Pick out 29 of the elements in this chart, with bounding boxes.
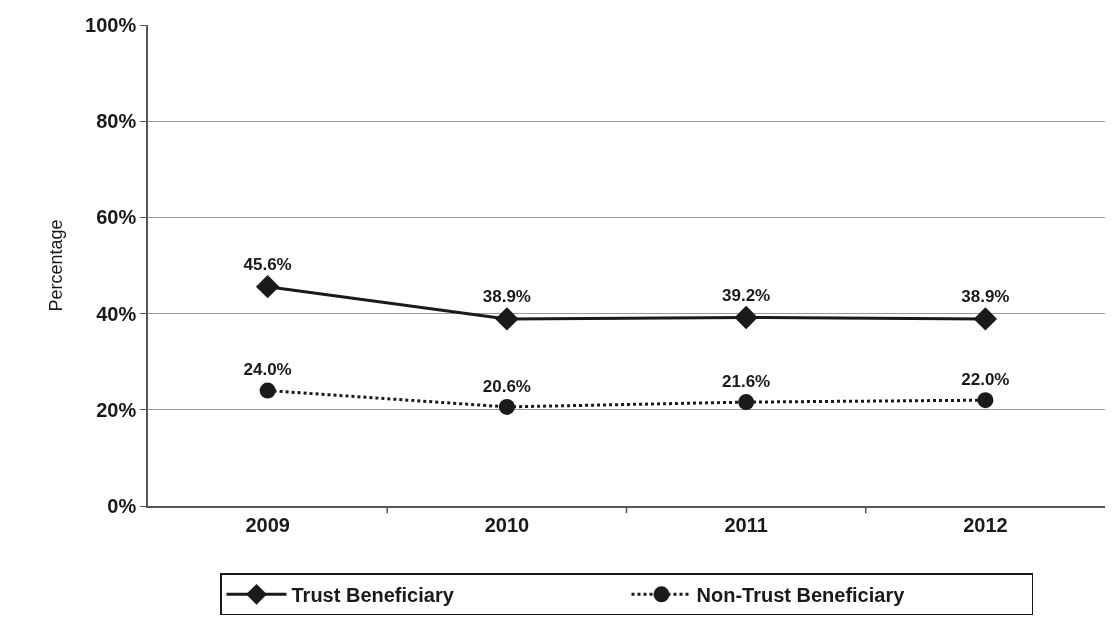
data-label: 45.6% <box>243 255 292 275</box>
y-tick-label: 80% <box>96 110 137 133</box>
x-tick-label: 2011 <box>724 513 768 536</box>
point <box>259 382 276 399</box>
x-tick-label: 2010 <box>484 513 530 536</box>
legend-label: Non-Trust Beneficiary <box>696 584 906 607</box>
y-tick-label: 60% <box>96 206 137 229</box>
y-tick-label: 0% <box>107 495 137 517</box>
data-label: 38.9% <box>482 287 531 307</box>
data-label: 39.2% <box>722 285 771 305</box>
y-tick-label: 20% <box>96 398 137 421</box>
data-label: 22.0% <box>961 369 1010 389</box>
data-label: 38.9% <box>961 287 1010 307</box>
point <box>495 307 519 331</box>
point <box>734 305 758 330</box>
x-tick-label: 2012 <box>963 513 1008 536</box>
point <box>977 392 994 409</box>
point <box>738 394 755 411</box>
point <box>973 307 998 331</box>
data-label: 21.6% <box>722 371 771 391</box>
x-tick-label: 2009 <box>245 513 290 536</box>
legend-label: Trust Beneficiary <box>291 584 455 607</box>
y-axis-title: Percentage <box>45 219 66 312</box>
data-label: 24.0% <box>243 360 292 380</box>
y-tick-label: 100% <box>85 14 137 36</box>
point <box>255 274 280 299</box>
data-label: 20.6% <box>482 376 531 396</box>
point <box>498 398 515 415</box>
y-tick-label: 40% <box>96 302 137 325</box>
